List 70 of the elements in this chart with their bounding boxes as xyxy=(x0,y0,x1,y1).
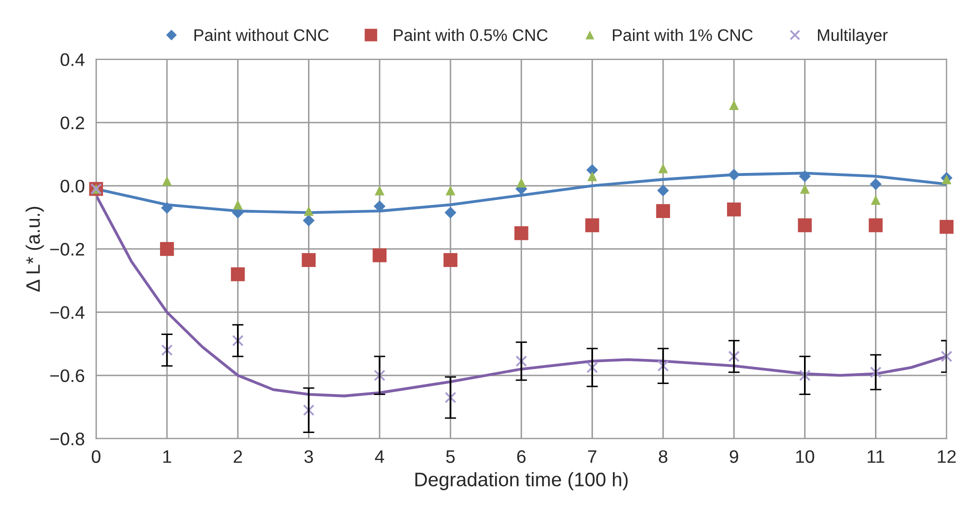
point xyxy=(302,214,315,226)
y-tick-label: −0.4 xyxy=(50,306,84,319)
x-tick-label: 10 xyxy=(796,450,814,463)
point xyxy=(587,171,598,182)
x-tick-label: 2 xyxy=(234,450,242,463)
point xyxy=(870,195,881,205)
point xyxy=(444,253,458,267)
point xyxy=(374,186,384,196)
x-tick-label: 3 xyxy=(304,450,313,463)
legend-label: Paint with 0.5% CNC xyxy=(394,28,548,42)
legend-label: Multilayer xyxy=(818,28,888,44)
point xyxy=(800,184,810,194)
point xyxy=(656,204,670,218)
y-tick-label: 0.2 xyxy=(60,116,84,130)
point xyxy=(658,164,668,174)
point xyxy=(940,350,952,362)
point xyxy=(372,248,387,262)
point xyxy=(870,366,882,378)
point xyxy=(657,360,669,372)
point xyxy=(161,202,173,214)
point xyxy=(729,100,739,110)
point xyxy=(446,186,456,196)
point xyxy=(444,206,456,219)
point xyxy=(798,218,812,232)
y-tick-label: −0.2 xyxy=(50,242,84,256)
point xyxy=(230,267,245,282)
point xyxy=(728,350,740,362)
point xyxy=(727,202,741,216)
x-tick-label: 0 xyxy=(92,450,100,463)
x-tick-label: 9 xyxy=(730,450,738,463)
point xyxy=(374,370,386,382)
point xyxy=(799,370,811,382)
point xyxy=(585,218,600,232)
x-tick-label: 11 xyxy=(868,450,884,463)
point xyxy=(302,253,316,267)
point xyxy=(444,392,456,404)
point xyxy=(657,184,669,196)
point xyxy=(586,362,598,374)
point xyxy=(798,170,811,182)
point xyxy=(868,218,883,232)
point xyxy=(942,174,952,184)
point xyxy=(302,404,314,416)
point xyxy=(162,176,172,186)
y-tick-label: −0.8 xyxy=(50,432,84,446)
y-tick-label: 0.0 xyxy=(60,180,84,192)
x-tick-label: 6 xyxy=(517,450,526,463)
x-axis-title: Degradation time (100 h) xyxy=(415,472,628,490)
point xyxy=(232,334,244,346)
x-tick-label: 1 xyxy=(163,450,172,463)
x-tick-label: 12 xyxy=(938,450,956,463)
x-tick-label: 4 xyxy=(374,450,384,463)
y-axis-title: Δ L* (a.u.) xyxy=(26,206,44,292)
point xyxy=(232,200,243,210)
point xyxy=(728,168,740,181)
legend-label: Paint without CNC xyxy=(194,28,329,42)
x-tick-label: 7 xyxy=(588,450,596,463)
point xyxy=(870,178,882,190)
x-tick-label: 5 xyxy=(446,450,455,463)
point xyxy=(940,220,954,234)
x-tick-label: 8 xyxy=(658,450,668,463)
point xyxy=(160,242,174,256)
y-tick-label: −0.6 xyxy=(50,369,84,382)
point xyxy=(586,164,598,176)
point xyxy=(516,178,526,188)
point xyxy=(304,206,314,216)
y-tick-label: 0.4 xyxy=(60,53,84,66)
point xyxy=(516,355,528,367)
point xyxy=(514,226,528,240)
point xyxy=(161,344,173,356)
legend-label: Paint with 1% CNC xyxy=(612,28,753,42)
